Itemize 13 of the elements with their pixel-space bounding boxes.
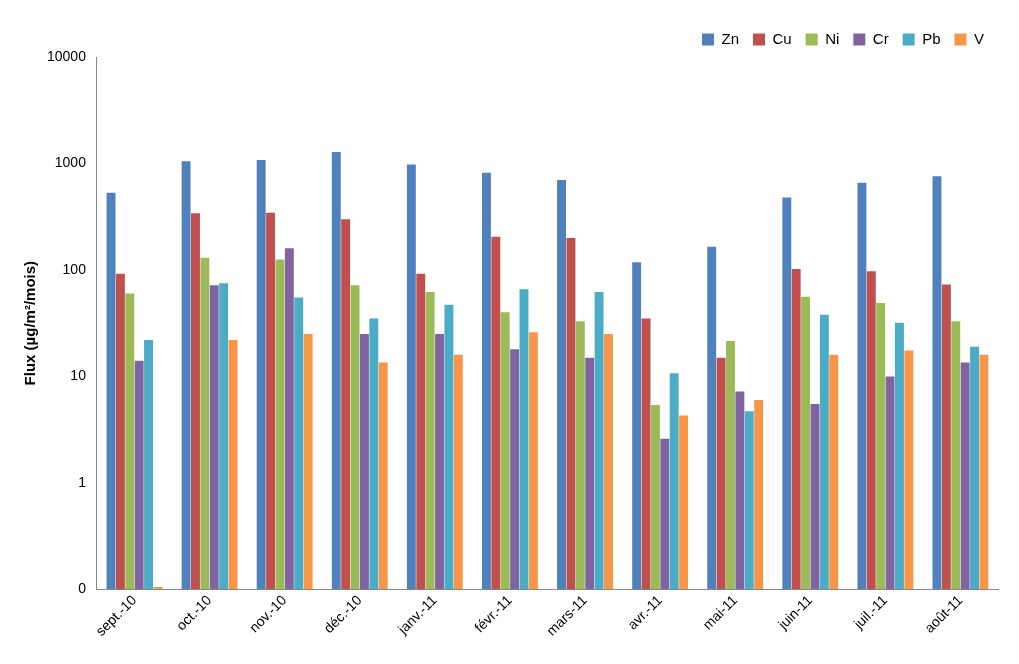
legend-label: Cr xyxy=(872,29,889,47)
y-tick-label: 10 xyxy=(70,367,87,384)
legend-label: Cu xyxy=(772,29,792,47)
y-axis-title: Flux (µg/m²/mois) xyxy=(21,260,39,386)
legend-label: V xyxy=(974,29,985,47)
y-tick-label: 10000 xyxy=(46,47,87,64)
legend-label: Pb xyxy=(922,29,941,47)
y-tick-label: 0 xyxy=(78,580,87,597)
legend-label: Ni xyxy=(825,29,840,47)
legend-label: Zn xyxy=(721,29,739,47)
y-tick-label: 1 xyxy=(78,473,87,490)
y-tick-label: 100 xyxy=(62,260,87,277)
y-tick-label: 1000 xyxy=(54,154,87,171)
